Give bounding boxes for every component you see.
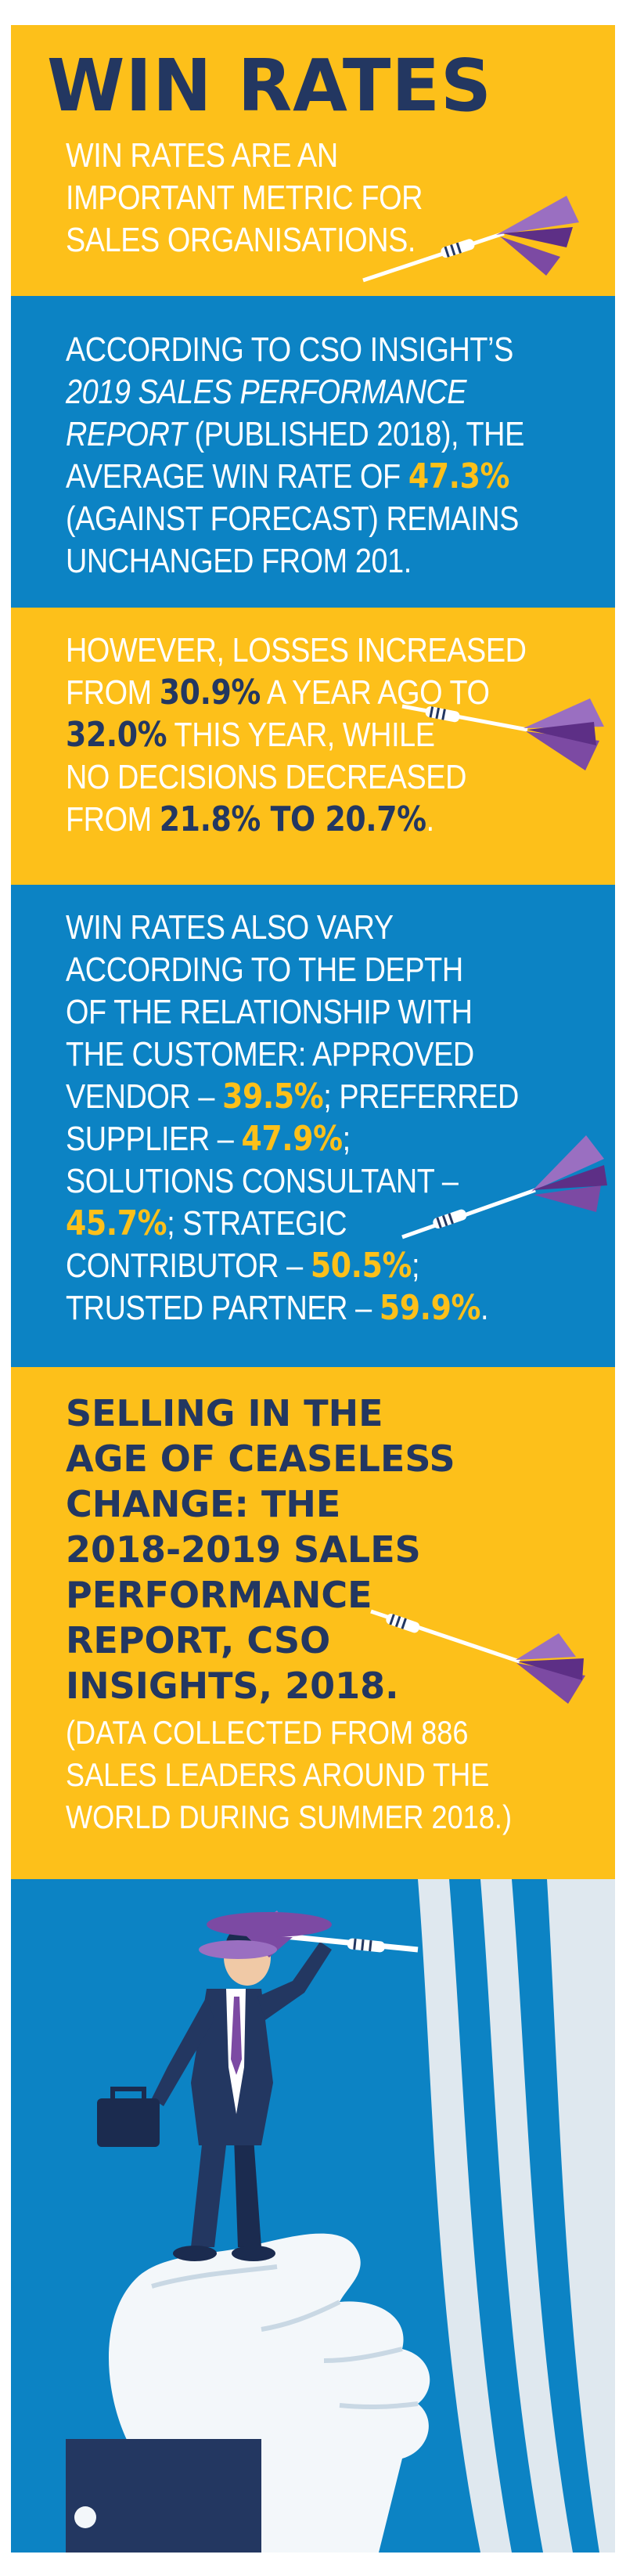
s4-line-6: SUPPLIER – 47.9%; [66, 1119, 351, 1159]
s4-line-4: THE CUSTOMER: APPROVED [66, 1035, 474, 1073]
dart-icon [363, 1602, 598, 1719]
source-note-line-3: WORLD DURING SUMMER 2018.) [66, 1799, 512, 1835]
page-title: WIN RATES [47, 44, 492, 128]
header-panel: WIN RATES WIN RATES ARE AN IMPORTANT MET… [11, 25, 615, 296]
s4-line-9: CONTRIBUTOR – 50.5%; [66, 1246, 420, 1286]
preferred-supplier-value: 47.9% [241, 1119, 344, 1159]
illustration-panel [11, 1879, 615, 2553]
cso-insight-panel: ACCORDING TO CSO INSIGHT’S 2019 SALES PE… [11, 296, 615, 608]
s2-line-4: AVERAGE WIN RATE OF 47.3% [66, 456, 510, 496]
dart-icon [394, 1120, 613, 1253]
source-title-line-3: CHANGE: THE [66, 1483, 341, 1525]
losses-current-value: 32.0% [66, 715, 167, 755]
source-title-line-7: INSIGHTS, 2018. [66, 1665, 399, 1707]
no-decision-values: 21.8% TO 20.7% [159, 799, 426, 839]
report-title-part: REPORT [66, 415, 187, 453]
target-illustration [418, 1879, 615, 2553]
briefcase-icon [97, 2098, 160, 2147]
s4-line-8: 45.7%; STRATEGIC [66, 1203, 347, 1243]
losses-prev-value: 30.9% [159, 673, 261, 713]
dart-icon [394, 683, 613, 785]
s2-line-5: (AGAINST FORECAST) REMAINS [66, 500, 519, 538]
businessman [97, 1910, 419, 2261]
source-title-line-1: SELLING IN THE [66, 1392, 383, 1434]
s3-line-3: 32.0% THIS YEAR, WHILE [66, 715, 435, 755]
source-title-line-2: AGE OF CEASELESS [66, 1438, 455, 1480]
subtitle-line-1: WIN RATES ARE AN [66, 136, 338, 175]
losses-panel: HOWEVER, LOSSES INCREASED FROM 30.9% A Y… [11, 608, 615, 885]
s4-line-7: SOLUTIONS CONSULTANT – [66, 1162, 459, 1200]
giant-hand-illustration [66, 2233, 430, 2553]
subtitle-line-2: IMPORTANT METRIC FOR [66, 179, 423, 217]
s3-line-1: HOWEVER, LOSSES INCREASED [66, 631, 527, 669]
s2-line-6: UNCHANGED FROM 201. [66, 542, 412, 580]
source-title-line-4: 2018-2019 SALES [66, 1528, 421, 1571]
strategic-contributor-value: 50.5% [310, 1246, 412, 1286]
s3-line-4: NO DECISIONS DECREASED [66, 758, 466, 796]
solutions-consultant-value: 45.7% [66, 1203, 167, 1243]
subtitle-line-3: SALES ORGANISATIONS. [66, 221, 416, 259]
s2-line-1: ACCORDING TO CSO INSIGHT’S [66, 330, 513, 369]
relationship-panel: WIN RATES ALSO VARY ACCORDING TO THE DEP… [11, 885, 615, 1367]
source-panel: SELLING IN THE AGE OF CEASELESS CHANGE: … [11, 1367, 615, 1879]
s2-line-3: REPORT (PUBLISHED 2018), THE [66, 415, 524, 453]
source-title-line-5: PERFORMANCE [66, 1574, 372, 1616]
source-note-line-2: SALES LEADERS AROUND THE [66, 1756, 490, 1793]
s3-line-5: FROM 21.8% TO 20.7%. [66, 799, 434, 839]
s2-line-2: 2019 SALES PERFORMANCE [66, 373, 467, 411]
s4-line-1: WIN RATES ALSO VARY [66, 908, 394, 947]
s4-line-2: ACCORDING TO THE DEPTH [66, 951, 463, 989]
s4-line-10: TRUSTED PARTNER – 59.9%. [66, 1288, 489, 1328]
s4-line-5: VENDOR – 39.5%; PREFERRED [66, 1077, 519, 1117]
win-rate-value: 47.3% [408, 456, 510, 496]
source-title-line-6: REPORT, CSO [66, 1619, 331, 1661]
s3-line-2: FROM 30.9% A YEAR AGO TO [66, 673, 490, 713]
s4-line-3: OF THE RELATIONSHIP WITH [66, 993, 473, 1031]
trusted-partner-value: 59.9% [379, 1288, 481, 1328]
businessman-illustration [66, 1879, 615, 2553]
source-note-line-1: (DATA COLLECTED FROM 886 [66, 1714, 469, 1751]
dart-icon [355, 172, 590, 290]
approved-vendor-value: 39.5% [222, 1077, 324, 1117]
